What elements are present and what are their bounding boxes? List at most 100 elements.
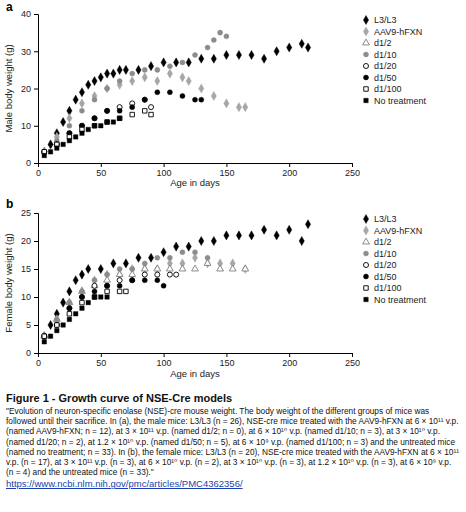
- point: [161, 283, 166, 288]
- point: [130, 112, 134, 116]
- tick: 10: [21, 121, 38, 131]
- point: [155, 67, 160, 72]
- tick-label: 0: [26, 348, 31, 358]
- tick: 20: [21, 236, 38, 246]
- point: [86, 300, 90, 304]
- caption-title: Figure 1 - Growth curve of NSE-Cre model…: [6, 392, 460, 404]
- point: [92, 76, 97, 85]
- series: [42, 272, 179, 339]
- legend-label: AAV9-hFXN: [374, 27, 422, 37]
- legend-marker: [364, 87, 368, 91]
- tick: 200: [282, 353, 297, 368]
- point: [98, 264, 103, 273]
- tick-label: 10: [21, 292, 31, 302]
- point: [211, 91, 216, 100]
- point: [79, 270, 84, 279]
- point: [92, 116, 97, 121]
- point: [236, 231, 241, 240]
- point: [167, 272, 172, 277]
- point: [67, 317, 71, 321]
- point: [236, 103, 241, 112]
- tick-mark: [34, 269, 38, 270]
- point: [92, 289, 97, 294]
- panel: b0501001502002500510152025Age in daysFem…: [3, 197, 427, 379]
- point: [130, 278, 135, 283]
- point: [79, 108, 84, 113]
- point: [299, 39, 304, 48]
- point: [42, 153, 46, 157]
- point: [142, 73, 147, 82]
- point: [274, 231, 279, 240]
- tick-label: 0: [36, 358, 41, 368]
- point: [166, 265, 173, 271]
- point: [92, 124, 96, 128]
- legend-marker: [363, 15, 368, 24]
- point: [224, 50, 229, 59]
- tick-label: 25: [21, 208, 31, 218]
- point: [80, 300, 84, 304]
- point: [274, 47, 279, 56]
- point: [67, 123, 72, 128]
- tick-label: 150: [219, 168, 234, 178]
- point: [261, 54, 266, 63]
- y-axis: 0510152025: [21, 208, 39, 358]
- legend-label: d1/10: [374, 249, 397, 259]
- point: [155, 272, 160, 277]
- series: [42, 69, 248, 156]
- tick: 50: [96, 163, 106, 178]
- legend-label: AAV9-hFXN: [374, 226, 422, 236]
- point: [79, 294, 84, 299]
- y-axis: 010203040: [21, 9, 39, 168]
- legend-label: d1/50: [374, 272, 397, 282]
- point: [79, 88, 84, 97]
- point: [105, 283, 110, 288]
- tick-mark: [101, 163, 102, 167]
- point: [199, 84, 204, 93]
- legend-label: d1/20: [374, 61, 397, 71]
- point: [249, 50, 254, 59]
- point: [73, 276, 78, 285]
- tick-mark: [101, 353, 102, 357]
- point: [105, 295, 109, 299]
- tick-label: 20: [21, 84, 31, 94]
- series: [42, 295, 109, 344]
- axis-line: [39, 164, 353, 168]
- point: [161, 248, 166, 257]
- point: [80, 131, 84, 135]
- point: [111, 259, 116, 268]
- point: [167, 64, 172, 69]
- point: [142, 261, 147, 266]
- tick-label: 200: [282, 168, 297, 178]
- point: [149, 112, 153, 116]
- point: [111, 69, 116, 78]
- point: [155, 90, 160, 95]
- point: [117, 289, 121, 293]
- point: [242, 265, 249, 271]
- legend-marker: [363, 214, 368, 223]
- point: [48, 320, 53, 329]
- plot-area: [41, 220, 311, 344]
- tick: 150: [219, 163, 234, 178]
- point: [86, 127, 90, 131]
- tick-label: 50: [96, 358, 106, 368]
- point: [142, 97, 147, 102]
- point: [243, 264, 248, 273]
- tick-mark: [289, 163, 290, 167]
- legend-label: d1/20: [374, 260, 397, 270]
- series: [42, 109, 153, 154]
- tick-mark: [164, 353, 165, 357]
- point: [174, 272, 179, 277]
- point: [73, 135, 77, 139]
- point: [42, 334, 47, 339]
- point: [117, 116, 121, 120]
- tick-mark: [34, 89, 38, 90]
- point: [86, 264, 91, 273]
- point: [105, 120, 109, 124]
- tick-mark: [34, 163, 38, 164]
- series: [42, 116, 122, 158]
- tick-label: 250: [345, 168, 360, 178]
- plot-area: [42, 30, 311, 158]
- legend: L3/L3AAV9-hFXNd1/2d1/10d1/20d1/50d1/100N…: [363, 15, 427, 106]
- point: [42, 334, 47, 339]
- series: [42, 278, 166, 339]
